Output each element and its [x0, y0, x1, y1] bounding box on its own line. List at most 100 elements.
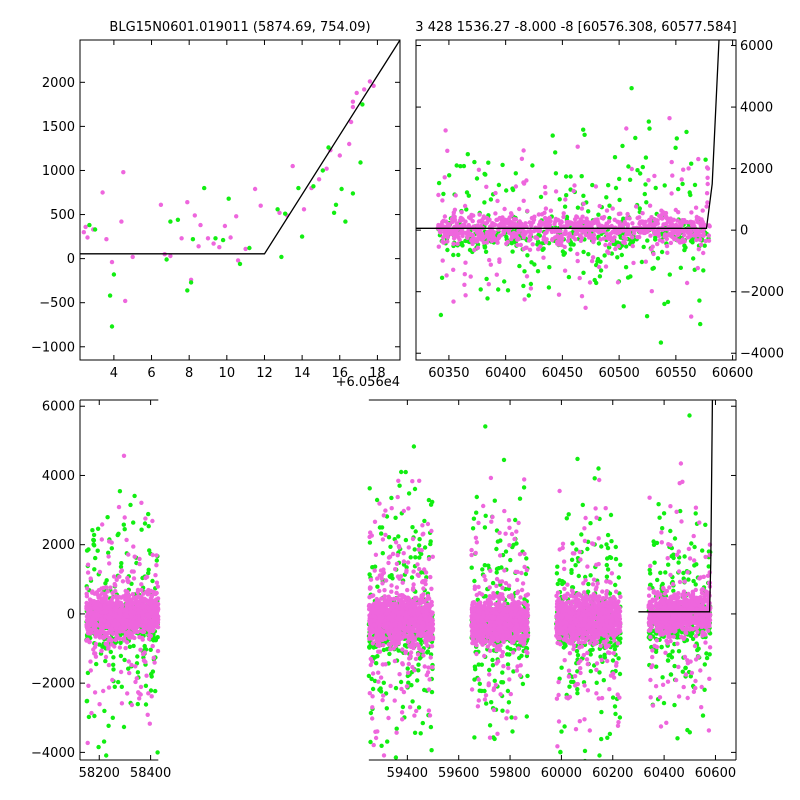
data-point-series_a	[410, 536, 416, 542]
data-point-series_a	[115, 604, 120, 609]
data-point-series_a	[132, 629, 137, 635]
y-tick-label: 500	[50, 208, 75, 223]
data-point-series_b	[154, 558, 159, 563]
data-point-series_a	[409, 633, 414, 638]
data-point-series_b	[119, 684, 125, 689]
data-point-series_a	[142, 658, 147, 664]
data-point-series_b	[530, 163, 535, 168]
data-point-series_a	[412, 668, 417, 673]
data-point-series_a	[643, 259, 648, 264]
data-point-series_a	[324, 166, 329, 171]
data-point-series_b	[564, 193, 569, 198]
data-point-series_a	[701, 250, 706, 256]
data-point-series_a	[516, 228, 521, 233]
data-point-series_a	[394, 561, 400, 566]
data-point-series_a	[706, 233, 711, 238]
data-point-series_a	[147, 721, 152, 726]
data-point-series_b	[643, 182, 648, 187]
data-point-series_a	[705, 181, 710, 187]
data-point-series_a	[135, 590, 140, 595]
data-point-series_a	[429, 619, 434, 624]
data-point-series_a	[388, 600, 393, 605]
data-point-series_b	[522, 597, 527, 602]
data-point-series_b	[550, 133, 555, 138]
data-point-series_b	[135, 654, 140, 659]
data-point-series_a	[125, 613, 130, 619]
data-point-series_b	[627, 177, 633, 182]
data-point-series_b	[396, 534, 401, 539]
data-point-series_b	[579, 174, 584, 179]
data-point-series_b	[153, 638, 158, 643]
data-point-series_a	[407, 622, 412, 627]
data-point-series_a	[630, 221, 635, 226]
data-point-series_b	[487, 723, 493, 728]
data-point-series_a	[553, 189, 559, 194]
data-point-series_a	[139, 582, 144, 587]
data-point-series_a	[472, 236, 478, 242]
data-point-series_a	[106, 554, 111, 559]
data-point-series_b	[513, 171, 518, 176]
data-point-series_a	[530, 242, 535, 247]
data-point-series_a	[409, 603, 414, 608]
data-point-series_a	[561, 211, 566, 216]
data-point-series_a	[103, 597, 109, 602]
data-point-series_a	[563, 197, 568, 202]
data-point-series_a	[252, 186, 258, 192]
data-point-series_b	[343, 219, 348, 224]
data-point-series_a	[571, 188, 576, 194]
data-point-series_b	[470, 526, 476, 531]
data-point-series_b	[86, 714, 92, 720]
data-point-series_a	[372, 618, 377, 623]
data-point-series_b	[416, 705, 422, 710]
data-point-series_b	[393, 755, 399, 760]
data-point-series_b	[528, 281, 534, 287]
data-point-series_a	[102, 618, 107, 624]
data-point-series_a	[556, 292, 562, 297]
data-point-series_a	[488, 262, 493, 267]
data-point-series_b	[607, 215, 612, 221]
data-point-series_a	[418, 597, 423, 602]
data-point-series_a	[556, 242, 561, 247]
data-point-series_b	[635, 168, 640, 173]
data-point-series_b	[525, 253, 530, 258]
data-point-series_a	[486, 236, 491, 242]
data-point-series_a	[416, 573, 421, 578]
data-point-series_b	[237, 261, 243, 267]
data-point-series_a	[386, 560, 391, 566]
data-point-series_b	[687, 190, 692, 195]
data-point-series_a	[669, 191, 674, 196]
data-point-series_b	[119, 561, 124, 566]
data-point-series_a	[476, 219, 482, 224]
y-tick-label: 2000	[740, 162, 773, 177]
data-point-series_a	[423, 616, 428, 622]
data-point-series_a	[88, 659, 93, 664]
data-point-series_b	[438, 312, 444, 318]
data-point-series_b	[596, 212, 601, 217]
data-point-series_a	[94, 628, 99, 633]
data-point-series_a	[388, 647, 393, 652]
data-point-series_b	[127, 644, 133, 649]
data-point-series_a	[391, 635, 397, 640]
data-point-series_a	[185, 200, 190, 205]
data-point-series_a	[112, 581, 117, 587]
data-point-series_b	[471, 516, 477, 521]
data-point-series_a	[401, 551, 406, 556]
data-point-series_a	[646, 178, 651, 183]
data-point-series_a	[133, 664, 138, 669]
data-point-series_a	[514, 223, 520, 228]
data-point-series_b	[420, 720, 425, 726]
data-point-series_a	[420, 648, 425, 654]
data-point-series_a	[663, 210, 669, 216]
data-point-series_a	[706, 238, 712, 243]
data-point-series_a	[198, 222, 203, 228]
data-point-series_b	[102, 708, 107, 714]
data-point-series_b	[202, 185, 207, 191]
data-point-series_a	[667, 116, 672, 121]
data-point-series_a	[463, 293, 468, 298]
data-point-series_a	[150, 552, 155, 558]
data-point-series_a	[687, 234, 692, 239]
data-point-series_a	[689, 210, 694, 215]
data-point-series_a	[391, 631, 397, 637]
data-point-series_a	[135, 620, 141, 625]
data-point-series_a	[408, 654, 413, 659]
